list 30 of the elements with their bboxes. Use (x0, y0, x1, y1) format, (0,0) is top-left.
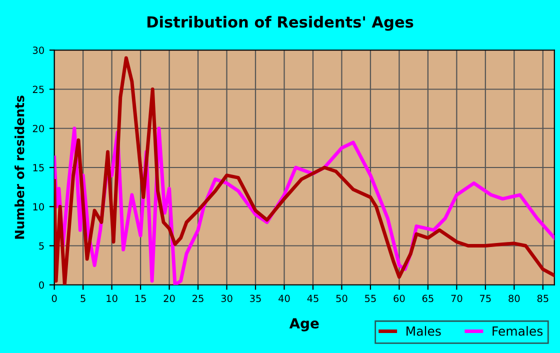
x-tick-label: 50 (336, 294, 348, 302)
x-tick-label: 0 (52, 294, 57, 302)
x-tick-label: 35 (250, 294, 261, 302)
legend-label: Females (492, 326, 543, 336)
x-tick-label: 25 (192, 294, 204, 302)
x-tick-label: 70 (451, 294, 462, 302)
x-tick-label: 85 (537, 294, 548, 302)
y-tick-label: 5 (39, 242, 44, 250)
y-tick-label: 10 (33, 203, 44, 210)
legend-label: Males (406, 326, 441, 336)
x-tick-label: 15 (135, 294, 146, 302)
x-tick-label: 80 (508, 294, 520, 302)
x-tick-label: 10 (106, 294, 118, 302)
x-tick-label: 65 (422, 294, 434, 302)
x-tick-label: 30 (221, 294, 232, 302)
y-tick-label: 30 (32, 46, 44, 54)
x-tick-label: 55 (365, 294, 376, 302)
y-tick-label: 0 (39, 281, 44, 289)
x-tick-label: 5 (80, 294, 86, 302)
y-tick-label: 15 (33, 164, 44, 172)
y-tick-label: 20 (32, 124, 44, 132)
x-tick-label: 20 (164, 294, 175, 302)
x-tick-label: 45 (307, 294, 318, 302)
y-axis-title: Number of residents (14, 96, 24, 239)
x-tick-label: 75 (480, 294, 491, 302)
chart-title: Distribution of Residents' Ages (147, 16, 414, 31)
x-axis-title: Age (289, 318, 319, 332)
y-tick-label: 25 (32, 86, 44, 94)
x-tick-label: 60 (394, 294, 405, 302)
x-tick-label: 40 (278, 294, 290, 302)
